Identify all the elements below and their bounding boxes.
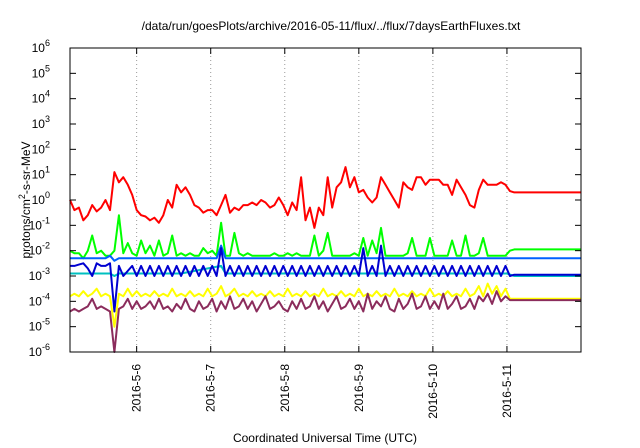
series-line-3 xyxy=(70,244,581,262)
series-line-5 xyxy=(70,244,581,313)
x-tick-label: 2016-5-10 xyxy=(426,364,440,419)
x-axis-label: Coordinated Universal Time (UTC) xyxy=(233,431,417,445)
y-tick-label: 103 xyxy=(32,114,50,131)
chart-title: /data/run/goesPlots/archive/2016-05-11/f… xyxy=(142,19,521,33)
y-tick-label: 106 xyxy=(32,38,50,55)
x-tick-label: 2016-5-6 xyxy=(130,364,144,412)
series-line-7 xyxy=(69,290,581,353)
series-line-2 xyxy=(69,214,581,260)
y-axis-label: protons/cm2-s-sr-MeV xyxy=(17,141,33,258)
vertical-grid xyxy=(136,48,508,352)
y-tick-label: 10-3 xyxy=(29,266,50,283)
y-tick-label: 10-4 xyxy=(29,291,50,308)
y-tick-label: 102 xyxy=(32,139,50,156)
x-tick-label: 2016-5-8 xyxy=(278,364,292,412)
y-tick-label: 10-6 xyxy=(29,342,50,359)
y-axis: 10-6 10-5 10-4 10-3 10-2 10-1 100 101 102 103 104 1… xyxy=(29,38,581,359)
series-line-1 xyxy=(69,166,581,229)
y-tick-label: 105 xyxy=(32,63,50,80)
x-tick-label: 2016-5-9 xyxy=(352,364,366,412)
y-tick-label: 100 xyxy=(32,190,50,207)
x-tick-label: 2016-5-7 xyxy=(204,364,218,412)
x-axis: 2016-5-6 2016-5-7 2016-5-8 2016-5-9 2016-5-1… xyxy=(130,48,514,419)
y-tick-label: 10-5 xyxy=(29,317,50,334)
y-tick-label: 10-1 xyxy=(29,215,50,232)
series-lines xyxy=(69,166,581,353)
x-tick-label: 2016-5-11 xyxy=(500,364,514,418)
y-tick-label: 10-2 xyxy=(29,241,50,258)
y-tick-label: 104 xyxy=(32,89,50,106)
y-tick-label: 101 xyxy=(32,165,50,182)
